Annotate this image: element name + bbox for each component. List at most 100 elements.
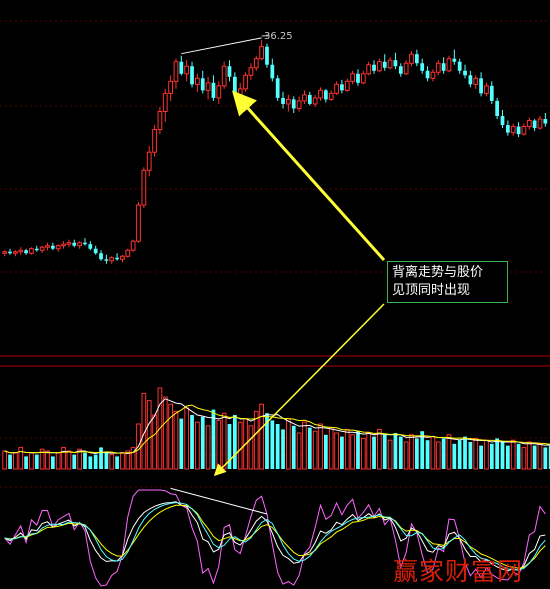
candle-body <box>505 125 510 133</box>
volume-bar <box>307 427 312 469</box>
volume-bar <box>323 434 328 469</box>
price-trendline <box>181 37 262 55</box>
volume-bar <box>162 396 168 470</box>
volume-bar <box>302 421 307 470</box>
candle-body <box>157 110 163 131</box>
volume-bar <box>548 445 550 469</box>
candle-body <box>83 242 87 245</box>
candle-body <box>141 169 147 206</box>
volume-bar <box>296 432 302 470</box>
candle-body <box>328 92 334 100</box>
volume-bar <box>179 418 184 469</box>
volume-bar <box>505 445 510 469</box>
volume-bar <box>221 412 227 470</box>
candle-body <box>372 64 376 71</box>
volume-bar <box>99 447 103 469</box>
candle-body <box>72 242 77 246</box>
candle-body <box>130 240 136 251</box>
candle-body <box>34 248 39 251</box>
candle-body <box>275 78 280 98</box>
volume-bar <box>318 423 323 470</box>
candle-body <box>184 65 190 75</box>
candle-body <box>382 61 387 68</box>
volume-bar <box>484 439 489 470</box>
candle-body <box>484 85 489 94</box>
volume-bar <box>34 454 39 469</box>
candle-body <box>265 46 269 65</box>
volume-bar <box>387 439 393 470</box>
volume-bar <box>211 409 216 469</box>
candle-body <box>468 75 473 85</box>
volume-bar <box>275 424 280 469</box>
volume-bar <box>537 443 543 470</box>
volume-bar <box>259 403 264 470</box>
volume-bar <box>446 434 452 470</box>
candle-body <box>489 85 494 101</box>
volume-bar <box>372 436 376 469</box>
volume-bar <box>312 430 318 470</box>
volume-bar <box>190 415 194 469</box>
candle-body <box>435 62 441 73</box>
volume-bar <box>532 445 537 469</box>
candle-body <box>205 82 211 91</box>
volume-bar <box>50 456 55 469</box>
candle-body <box>39 246 45 251</box>
volume-bar <box>83 452 87 469</box>
candle-body <box>200 78 205 91</box>
volume-bar <box>377 428 382 470</box>
candle-body <box>312 97 318 105</box>
volume-bar <box>232 415 237 469</box>
candle-body <box>291 99 296 109</box>
candle-body <box>393 60 398 67</box>
volume-bar <box>93 454 98 469</box>
volume-bar <box>130 446 136 470</box>
volume-bar <box>104 452 109 469</box>
volume-bar <box>66 450 72 470</box>
candle-body <box>398 66 403 74</box>
volume-bar <box>45 450 50 470</box>
candle-body <box>420 63 425 71</box>
candle-body <box>18 249 24 253</box>
indicator-line <box>4 501 546 572</box>
candle-body <box>430 71 436 79</box>
candle-body <box>162 92 168 112</box>
candle-body <box>387 59 393 69</box>
volume-bar <box>521 446 527 470</box>
volume-bar <box>495 438 500 469</box>
annotation-line-1: 背离走势与股价 <box>392 265 484 280</box>
indicator-line <box>4 501 546 571</box>
candle-body <box>516 126 521 135</box>
volume-bar <box>473 437 479 470</box>
candle-body <box>318 89 323 99</box>
volume-bar <box>24 456 28 469</box>
volume-bar <box>291 425 296 469</box>
volume-bar <box>452 443 457 469</box>
volume-bar <box>120 452 125 470</box>
volume-bar <box>468 442 473 469</box>
peak-price-label: 36.25 <box>264 31 293 42</box>
candle-body <box>446 58 452 72</box>
candle-body <box>441 63 446 71</box>
candle-body <box>473 77 479 85</box>
candle-body <box>8 251 12 254</box>
candle-body <box>232 76 237 95</box>
volume-bar <box>125 450 131 470</box>
volume-bar <box>237 421 243 470</box>
candle-body <box>521 126 527 135</box>
volume-bar <box>253 410 259 470</box>
volume-bar <box>61 446 66 470</box>
volume-bar <box>227 424 232 469</box>
volume-ma-line <box>4 398 550 455</box>
arrow-to-indicator <box>213 303 385 477</box>
volume-bar <box>281 429 285 469</box>
candle-body <box>109 257 115 262</box>
candle-body <box>13 251 18 254</box>
volume-bar <box>270 420 275 469</box>
volume-bar <box>248 425 254 470</box>
candle-body <box>227 66 232 77</box>
volume-bar <box>29 452 34 470</box>
candle-body <box>340 84 344 91</box>
volume-bar <box>334 432 339 470</box>
volume-bar <box>265 413 269 469</box>
volume-bar <box>420 431 425 469</box>
